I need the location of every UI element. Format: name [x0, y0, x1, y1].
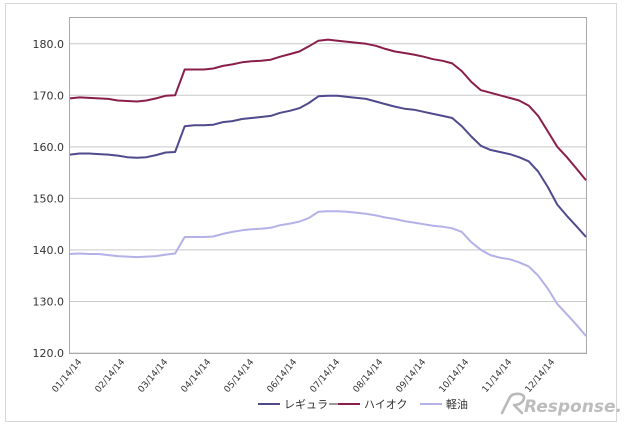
series-line-1: [69, 38, 587, 181]
y-tick-label: 140.0: [33, 244, 65, 257]
x-tick-label: 05/14/14: [223, 357, 257, 395]
legend: レギュラー ハイオク 軽油: [258, 397, 468, 411]
x-axis-ticks: 01/14/14 02/14/14 03/14/14 04/14/14 05/14/14…: [51, 357, 558, 395]
response-logo-watermark: Response.: [500, 391, 626, 417]
x-tick-label: 10/14/14: [438, 357, 472, 395]
page-border: [5, 3, 617, 422]
plot-area: [69, 17, 587, 354]
y-tick-label: 170.0: [33, 89, 65, 102]
x-tick-label: 07/14/14: [309, 357, 343, 395]
series-line-2: [69, 210, 587, 337]
y-tick-label: 160.0: [33, 141, 65, 154]
y-axis-ticks: 120.0 130.0 140.0 150.0 160.0 170.0 180.0: [33, 38, 65, 360]
y-tick-label: 130.0: [33, 295, 65, 308]
watermark-text: Response.: [524, 397, 622, 417]
logo-r-swoosh-icon: [500, 392, 526, 415]
x-tick-label: 11/14/14: [481, 357, 515, 395]
series-lines: [69, 38, 587, 337]
series-line-0: [69, 94, 587, 238]
x-tick-label: 02/14/14: [94, 357, 128, 395]
legend-label: ハイオク: [364, 398, 408, 411]
x-tick-label: 03/14/14: [137, 357, 171, 395]
y-tick-label: 150.0: [33, 192, 65, 205]
y-tick-label: 180.0: [33, 38, 65, 51]
legend-label: レギュラー: [284, 398, 339, 411]
x-tick-label: 01/14/14: [51, 357, 85, 395]
legend-label: 軽油: [446, 397, 468, 411]
x-tick-label: 09/14/14: [395, 357, 429, 395]
y-tick-label: 120.0: [33, 347, 65, 360]
x-tick-label: 12/14/14: [524, 357, 558, 395]
x-tick-label: 08/14/14: [352, 357, 386, 395]
gridlines: [70, 43, 586, 354]
x-tick-label: 06/14/14: [266, 357, 300, 395]
x-tick-label: 04/14/14: [180, 357, 214, 395]
